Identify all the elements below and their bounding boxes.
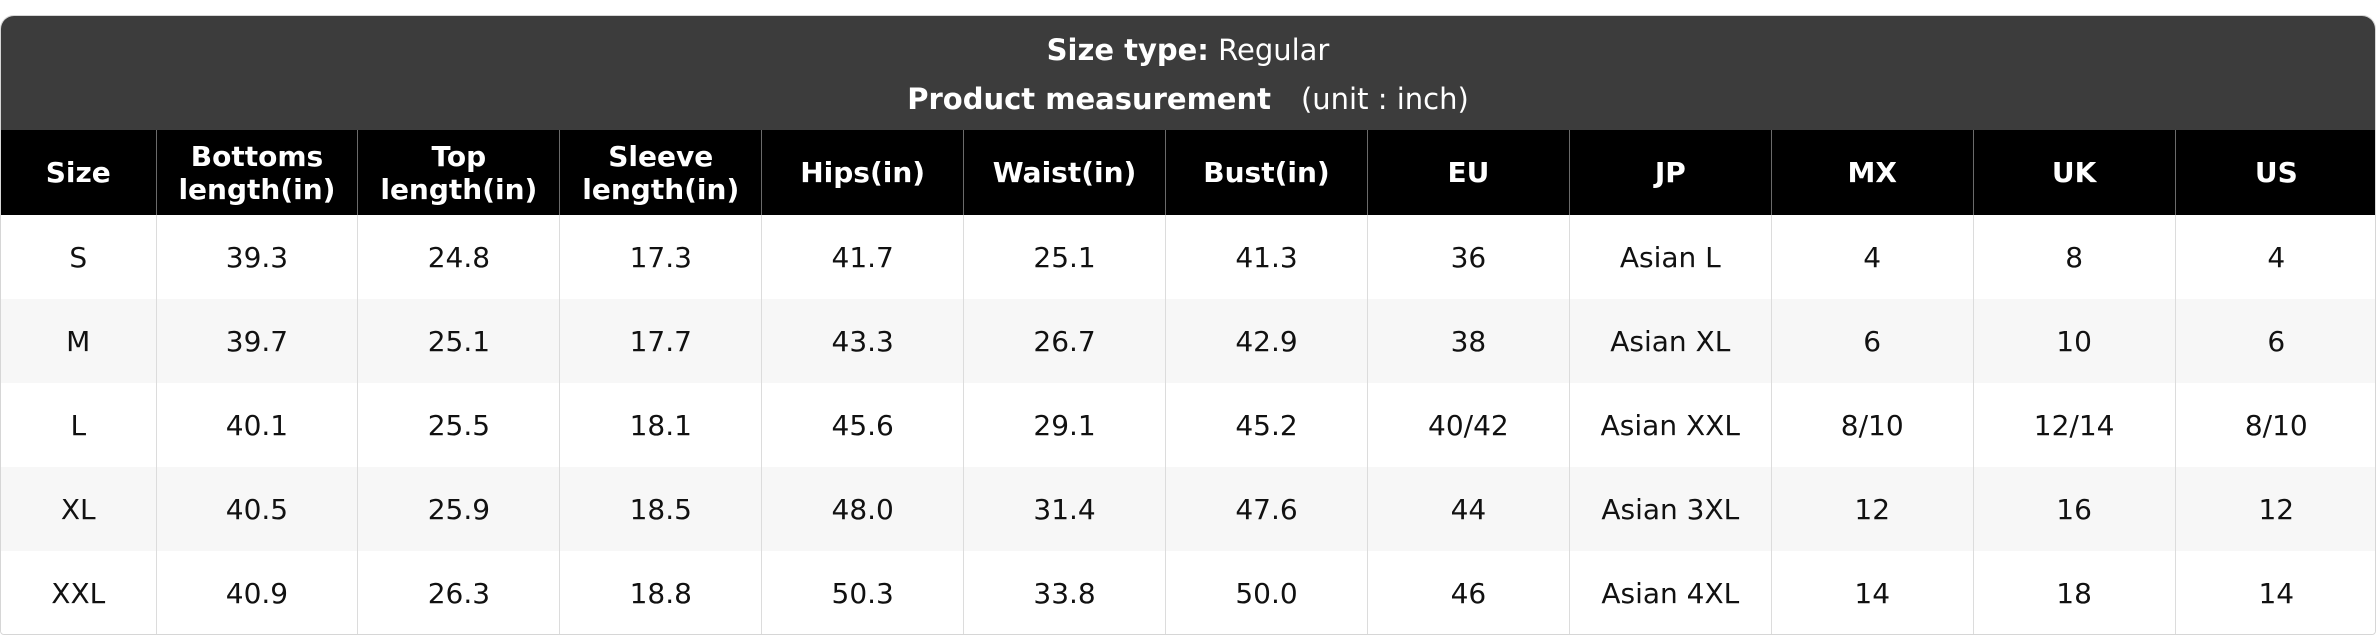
table-cell: 16 (1972, 467, 2176, 551)
table-cell: 47.6 (1165, 467, 1368, 551)
column-header: Waist(in) (963, 130, 1166, 215)
column-header: UK (1972, 130, 2176, 215)
size-table: Size Bottoms length(in) Top length(in) Slee… (1, 130, 2375, 634)
table-row: L 40.1 25.5 18.1 45.6 29.1 45.2 40/42 Asian XXL 8… (1, 383, 2375, 467)
table-cell: 12 (2174, 467, 2375, 551)
column-header: Sleeve length(in) (559, 130, 762, 215)
table-cell: 25.5 (357, 383, 560, 467)
table-cell: 40.9 (155, 551, 358, 634)
table-cell: 18.5 (559, 467, 762, 551)
table-cell: 48.0 (761, 467, 964, 551)
column-header: Size (1, 130, 156, 215)
table-cell: 18.1 (559, 383, 762, 467)
table-cell: 8/10 (1770, 383, 1974, 467)
table-cell: 40.1 (155, 383, 358, 467)
table-cell: S (1, 215, 156, 299)
column-header: JP (1568, 130, 1772, 215)
column-header: Top length(in) (357, 130, 560, 215)
table-row: XL 40.5 25.9 18.5 48.0 31.4 47.6 44 Asian 3XL 12 1… (1, 467, 2375, 551)
table-cell: L (1, 383, 156, 467)
column-header: Hips(in) (761, 130, 964, 215)
table-cell: 46 (1366, 551, 1570, 634)
table-cell: 43.3 (761, 299, 964, 383)
table-cell: 41.3 (1165, 215, 1368, 299)
table-cell: 39.3 (155, 215, 358, 299)
table-cell: Asian L (1568, 215, 1772, 299)
table-body: S 39.3 24.8 17.3 41.7 25.1 41.3 36 Asian L 4 8 4 M 39… (1, 215, 2375, 634)
table-cell: 31.4 (963, 467, 1166, 551)
table-cell: 18 (1972, 551, 2176, 634)
table-cell: 38 (1366, 299, 1570, 383)
table-cell: XXL (1, 551, 156, 634)
table-cell: 41.7 (761, 215, 964, 299)
table-cell: 6 (2174, 299, 2375, 383)
title: Product measurement (907, 82, 1271, 116)
table-cell: 12/14 (1972, 383, 2176, 467)
unit: (unit : inch) (1300, 82, 1469, 116)
table-cell: 45.6 (761, 383, 964, 467)
size-chart: Size type: Regular Product measurement (u… (0, 15, 2376, 635)
table-cell: Asian 3XL (1568, 467, 1772, 551)
table-cell: 40/42 (1366, 383, 1570, 467)
table-cell: 8/10 (2174, 383, 2375, 467)
table-cell: 17.7 (559, 299, 762, 383)
table-cell: 24.8 (357, 215, 560, 299)
table-cell: 50.3 (761, 551, 964, 634)
column-header: US (2174, 130, 2375, 215)
table-cell: M (1, 299, 156, 383)
column-header: EU (1366, 130, 1570, 215)
column-header: Bottoms length(in) (155, 130, 358, 215)
column-header: Bust(in) (1165, 130, 1368, 215)
table-cell: 8 (1972, 215, 2176, 299)
table-cell: 44 (1366, 467, 1570, 551)
table-cell: 36 (1366, 215, 1570, 299)
table-cell: 25.9 (357, 467, 560, 551)
table-cell: 40.5 (155, 467, 358, 551)
table-cell: Asian XXL (1568, 383, 1772, 467)
table-cell: 26.7 (963, 299, 1166, 383)
table-row: M 39.7 25.1 17.7 43.3 26.7 42.9 38 Asian XL 6 10 6 (1, 299, 2375, 383)
title-line: Product measurement (unit : inch) (1, 72, 2375, 126)
table-cell: 39.7 (155, 299, 358, 383)
table-cell: Asian 4XL (1568, 551, 1772, 634)
table-cell: 42.9 (1165, 299, 1368, 383)
table-cell: 29.1 (963, 383, 1166, 467)
table-cell: 25.1 (357, 299, 560, 383)
column-header: MX (1770, 130, 1974, 215)
table-cell: 6 (1770, 299, 1974, 383)
table-cell: 4 (2174, 215, 2375, 299)
table-cell: 45.2 (1165, 383, 1368, 467)
table-cell: 50.0 (1165, 551, 1368, 634)
table-cell: 33.8 (963, 551, 1166, 634)
table-cell: 4 (1770, 215, 1974, 299)
table-cell: 10 (1972, 299, 2176, 383)
table-cell: 17.3 (559, 215, 762, 299)
table-cell: 18.8 (559, 551, 762, 634)
table-cell: XL (1, 467, 156, 551)
table-cell: 12 (1770, 467, 1974, 551)
table-cell: 26.3 (357, 551, 560, 634)
table-row: XXL 40.9 26.3 18.8 50.3 33.8 50.0 46 Asian 4XL 14… (1, 551, 2375, 634)
size-type-label: Size type: (1046, 33, 1209, 67)
header-row: Size Bottoms length(in) Top length(in) Slee… (1, 130, 2375, 215)
table-cell: 14 (1770, 551, 1974, 634)
table-cell: 25.1 (963, 215, 1166, 299)
table-cell: Asian XL (1568, 299, 1772, 383)
size-type-line: Size type: Regular (1, 16, 2375, 72)
size-type: Regular (1218, 33, 1330, 67)
chart-header: Size type: Regular Product measurement (u… (1, 16, 2375, 130)
table-cell: 14 (2174, 551, 2375, 634)
